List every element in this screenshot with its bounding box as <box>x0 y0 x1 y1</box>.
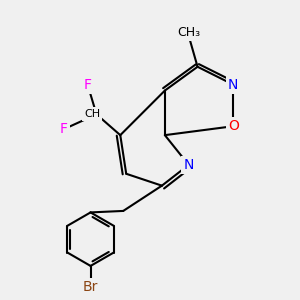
Text: Br: Br <box>83 280 98 294</box>
Text: F: F <box>60 122 68 136</box>
Text: N: N <box>184 158 194 172</box>
Text: CH₃: CH₃ <box>177 26 200 39</box>
Text: F: F <box>84 78 92 92</box>
Text: N: N <box>228 78 238 92</box>
Text: O: O <box>228 119 239 133</box>
Text: CH: CH <box>84 109 100 119</box>
